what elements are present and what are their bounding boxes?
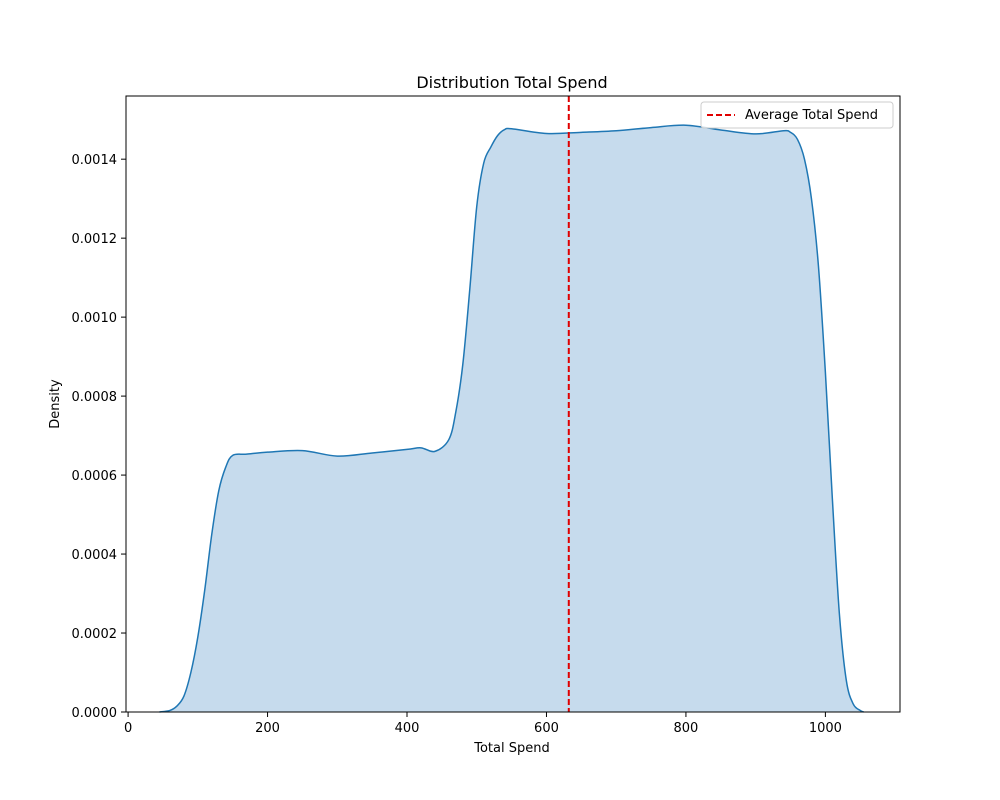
x-tick-label: 600	[534, 721, 559, 736]
chart-title: Distribution Total Spend	[416, 73, 607, 92]
x-tick-label: 200	[255, 721, 280, 736]
legend: Average Total Spend	[700, 101, 894, 129]
density-line	[159, 124, 865, 713]
x-tick-label: 1000	[809, 721, 842, 736]
y-tick-label: 0.0012	[72, 232, 118, 247]
x-tick-label: 0	[124, 721, 132, 736]
plot-area	[159, 96, 865, 713]
y-tick-label: 0.0002	[72, 627, 118, 642]
y-tick-label: 0.0008	[72, 390, 118, 405]
x-axis-label: Total Spend	[473, 741, 550, 756]
y-axis-label: Density	[48, 379, 63, 429]
y-tick-label: 0.0014	[72, 153, 118, 168]
x-tick-label: 800	[674, 721, 699, 736]
x-axis: 0 200 400 600 800 1000	[124, 712, 842, 736]
plot-frame	[125, 95, 901, 713]
density-fill	[159, 125, 864, 713]
legend-box	[700, 101, 894, 129]
x-tick-label: 400	[395, 721, 420, 736]
legend-label: Average Total Spend	[745, 108, 878, 123]
y-tick-label: 0.0010	[72, 311, 118, 326]
y-axis: 0.0000 0.0002 0.0004 0.0006 0.0008 0.0010 0.00…	[72, 153, 126, 721]
y-tick-label: 0.0004	[72, 548, 118, 563]
y-tick-label: 0.0006	[72, 469, 118, 484]
y-tick-label: 0.0000	[72, 706, 118, 721]
